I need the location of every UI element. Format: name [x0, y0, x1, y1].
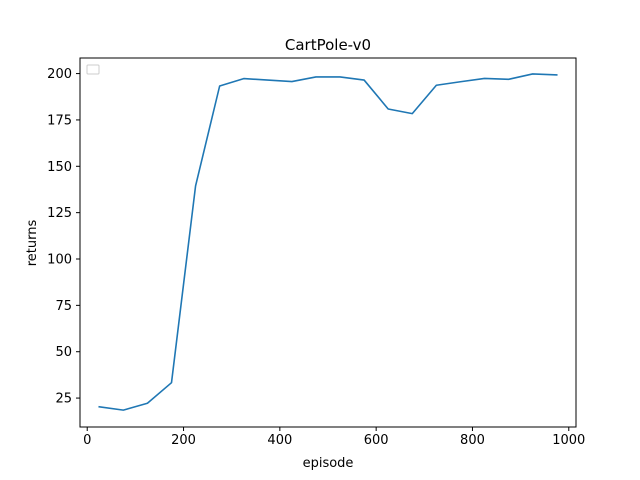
legend-box — [86, 64, 100, 75]
y-tick-label: 150 — [47, 160, 72, 175]
x-tick-label: 200 — [171, 433, 196, 448]
y-axis-title: returns — [25, 220, 40, 267]
y-tick-label: 75 — [55, 299, 72, 314]
y-tick-label: 175 — [47, 113, 72, 128]
x-tick-label: 400 — [267, 433, 292, 448]
y-tick-label: 100 — [47, 253, 72, 268]
y-tick-label: 125 — [47, 206, 72, 221]
y-tick-label: 25 — [55, 392, 72, 407]
y-tick-label: 50 — [55, 345, 72, 360]
x-axis-title: episode — [303, 456, 354, 471]
y-tick-label: 200 — [47, 67, 72, 82]
plot-frame — [79, 57, 577, 428]
x-tick-label: 600 — [364, 433, 389, 448]
x-tick-label: 0 — [83, 433, 91, 448]
chart-title: CartPole-v0 — [285, 36, 371, 54]
x-tick-label: 1000 — [552, 433, 585, 448]
legend — [86, 64, 100, 75]
x-tick-label: 800 — [460, 433, 485, 448]
series-line-0 — [98, 73, 558, 411]
